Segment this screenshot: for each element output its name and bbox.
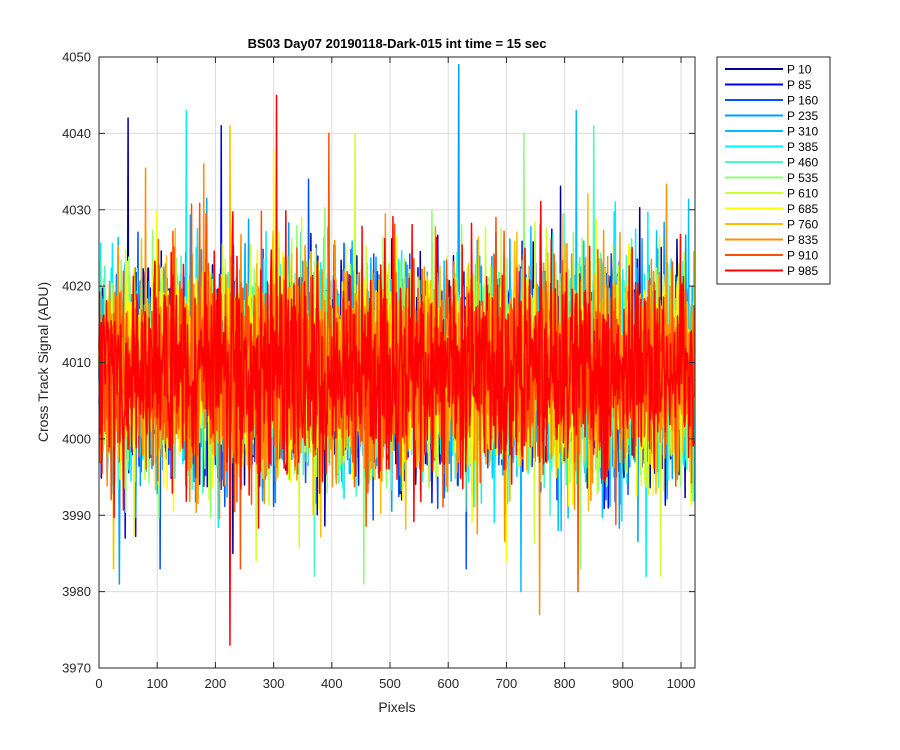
legend-label: P 985	[787, 264, 818, 278]
y-tick-label: 3990	[62, 508, 91, 523]
y-tick-label: 3970	[62, 661, 91, 676]
legend-label: P 160	[787, 94, 818, 108]
chart-title: BS03 Day07 20190118-Dark-015 int time = …	[248, 36, 547, 51]
legend-label: P 385	[787, 140, 818, 154]
x-tick-label: 600	[437, 676, 459, 691]
x-tick-label: 300	[263, 676, 285, 691]
series-line	[98, 94, 696, 646]
legend-label: P 535	[787, 171, 818, 185]
legend-label: P 760	[787, 218, 818, 232]
y-axis-label: Cross Track Signal (ADU)	[35, 282, 51, 442]
x-tick-label: 700	[496, 676, 518, 691]
x-tick-label: 800	[554, 676, 576, 691]
y-tick-label: 4000	[62, 431, 91, 446]
y-tick-label: 3980	[62, 584, 91, 599]
legend-label: P 460	[787, 156, 818, 170]
x-axis-label: Pixels	[378, 699, 415, 715]
series-lines	[98, 63, 696, 646]
y-tick-label: 4030	[62, 202, 91, 217]
legend-box	[716, 56, 831, 285]
x-tick-label: 1000	[667, 676, 696, 691]
x-tick-label: 0	[95, 676, 102, 691]
legend-label: P 10	[787, 63, 812, 77]
legend-label: P 610	[787, 187, 818, 201]
y-tick-label: 4050	[62, 50, 91, 65]
y-tick-label: 4010	[62, 355, 91, 370]
legend-label: P 310	[787, 125, 818, 139]
legend-label: P 85	[787, 78, 812, 92]
legend-label: P 235	[787, 109, 818, 123]
y-tick-label: 4040	[62, 126, 91, 141]
legend-label: P 910	[787, 249, 818, 263]
x-tick-label: 100	[146, 676, 168, 691]
x-tick-label: 200	[205, 676, 227, 691]
legend-label: P 835	[787, 233, 818, 247]
axis-ticks: 0 100 200 300 400 500 600 700 800 900 1000 3970 3980…	[62, 50, 695, 692]
x-tick-label: 900	[612, 676, 634, 691]
legend-label: P 685	[787, 202, 818, 216]
x-tick-label: 500	[379, 676, 401, 691]
y-tick-label: 4020	[62, 279, 91, 294]
x-tick-label: 400	[321, 676, 343, 691]
